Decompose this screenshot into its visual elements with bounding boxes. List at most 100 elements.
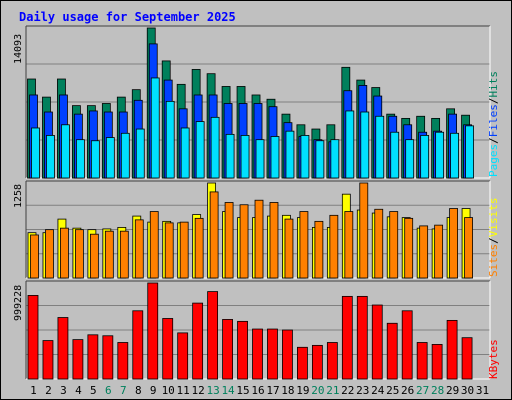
bar-kbytes-day-11	[177, 332, 189, 380]
bar-kbytes-day-17	[267, 328, 278, 380]
bar-pages-day-7	[120, 132, 130, 179]
bar-kbytes-day-15	[237, 320, 248, 380]
x-tick-day-2: 2	[45, 384, 52, 397]
bar-pages-day-24	[375, 115, 385, 179]
bar-kbytes-day-25	[386, 322, 398, 380]
bar-kbytes-day-7	[117, 342, 129, 380]
bar-kbytes-day-9	[147, 282, 159, 380]
bar-sites-day-11	[179, 221, 189, 279]
x-tick-day-5: 5	[90, 384, 97, 397]
x-tick-day-11: 11	[177, 384, 190, 397]
bar-pages-day-18	[285, 130, 295, 179]
bar-kbytes-day-8	[132, 310, 144, 380]
x-tick-day-12: 12	[192, 384, 205, 397]
legend-mid: Sites/Visits	[487, 198, 500, 278]
bar-pages-day-25	[390, 131, 400, 179]
x-tick-day-13: 13	[206, 384, 219, 397]
x-tick-day-31: 31	[476, 384, 489, 397]
bar-kbytes-day-24	[371, 304, 383, 380]
legend-bot: KBytes	[487, 339, 500, 379]
bar-sites-day-26	[404, 217, 414, 279]
bar-sites-day-23	[359, 182, 369, 279]
bar-sites-day-29	[449, 208, 458, 279]
bar-sites-day-25	[389, 211, 399, 279]
bar-kbytes-day-21	[326, 342, 338, 380]
panel-kbytes	[25, 280, 491, 380]
x-tick-day-17: 17	[266, 384, 279, 397]
bar-kbytes-day-13	[207, 291, 219, 380]
legend-sites: Sites	[487, 244, 500, 277]
bar-pages-day-1	[31, 127, 40, 179]
bar-pages-day-17	[270, 136, 280, 179]
bar-sites-day-18	[284, 218, 294, 279]
bar-sites-day-28	[434, 224, 444, 279]
x-tick-day-1: 1	[30, 384, 37, 397]
bar-pages-day-13	[210, 116, 220, 179]
x-tick-day-9: 9	[150, 384, 157, 397]
bar-pages-day-20	[315, 140, 325, 179]
bar-sites-day-19	[299, 211, 309, 279]
bar-sites-day-10	[164, 222, 174, 279]
bar-pages-day-16	[255, 139, 265, 179]
x-tick-day-18: 18	[281, 384, 294, 397]
bar-kbytes-day-18	[282, 329, 293, 380]
bar-sites-day-13	[209, 191, 219, 279]
bar-pages-day-22	[345, 110, 355, 179]
bar-pages-day-14	[225, 133, 235, 179]
bar-pages-day-5	[90, 140, 100, 179]
x-tick-day-14: 14	[221, 384, 235, 397]
bar-sites-day-14	[224, 202, 234, 279]
ymax-label-visits: 1258	[13, 184, 24, 208]
bar-sites-day-30	[464, 217, 473, 279]
bar-kbytes-day-20	[311, 344, 323, 380]
bar-kbytes-day-22	[341, 295, 353, 380]
bar-pages-day-4	[76, 139, 85, 179]
legend-top: Pages/Files/Hits	[487, 71, 500, 177]
bar-sites-day-15	[239, 204, 249, 279]
bar-sites-day-4	[75, 229, 84, 279]
bar-sites-day-12	[194, 217, 204, 279]
bar-sites-day-9	[149, 211, 159, 279]
legend-kbytes: KBytes	[487, 339, 500, 379]
bar-sites-day-22	[344, 211, 354, 279]
bar-sites-day-17	[269, 202, 279, 279]
bar-sites-day-5	[89, 233, 99, 279]
bar-sites-day-3	[60, 227, 69, 279]
bar-kbytes-day-4	[72, 339, 84, 380]
x-tick-day-10: 10	[162, 384, 175, 397]
x-tick-day-24: 24	[371, 384, 385, 397]
bar-pages-day-30	[465, 125, 474, 179]
bar-kbytes-day-19	[297, 346, 308, 380]
x-tick-day-15: 15	[236, 384, 249, 397]
x-tick-day-16: 16	[251, 384, 264, 397]
bar-pages-day-3	[61, 124, 70, 179]
x-axis-day-labels: 1 2 3 4 5 6 7 8 9 10 11 12 13 14 15 16 17 18 19 20 21 22 23 24 2…	[30, 384, 489, 397]
x-tick-day-25: 25	[386, 384, 399, 397]
legend-sep-1: /	[487, 137, 500, 144]
bar-kbytes-day-10	[162, 318, 174, 380]
bar-kbytes-day-26	[401, 310, 413, 380]
x-tick-day-7: 7	[120, 384, 127, 397]
bar-kbytes-day-5	[87, 334, 99, 380]
bar-kbytes-day-14	[222, 319, 233, 380]
bar-sites-day-24	[374, 208, 384, 279]
bar-kbytes-day-1	[27, 295, 39, 380]
bar-pages-day-12	[195, 121, 205, 179]
bar-pages-day-15	[240, 135, 250, 179]
panel-visits-sites	[25, 180, 491, 279]
bar-pages-day-29	[450, 132, 459, 179]
x-tick-day-21: 21	[326, 384, 339, 397]
bar-sites-day-8	[134, 219, 144, 279]
bar-kbytes-day-12	[192, 302, 204, 380]
bar-kbytes-day-6	[102, 335, 114, 380]
bar-kbytes-day-2	[42, 340, 54, 380]
bar-pages-day-21	[330, 139, 340, 179]
x-tick-day-30: 30	[461, 384, 474, 397]
bar-sites-day-27	[419, 225, 429, 279]
bar-kbytes-day-16	[252, 328, 263, 380]
bar-pages-day-27	[420, 135, 430, 179]
x-tick-day-27: 27	[416, 384, 429, 397]
legend-pages: Pages	[487, 144, 500, 177]
x-tick-day-19: 19	[296, 384, 309, 397]
